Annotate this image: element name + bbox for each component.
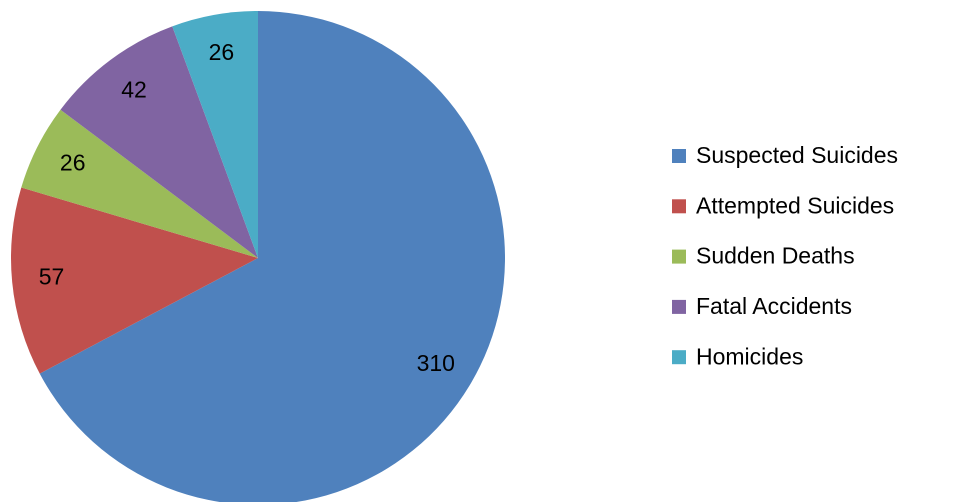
legend-swatch (672, 149, 686, 163)
data-label: 57 (39, 264, 65, 290)
pie-slice (60, 26, 258, 258)
legend-swatch (672, 350, 686, 365)
pie-slice (10, 187, 258, 374)
pie-slice (39, 11, 505, 502)
legend-label: Fatal Accidents (696, 293, 852, 319)
data-label: 310 (417, 350, 455, 376)
legend-label: Suspected Suicides (696, 142, 898, 168)
legend-swatch (672, 299, 686, 314)
legend-label: Homicides (696, 343, 803, 369)
legend-label: Sudden Deaths (696, 243, 855, 269)
legend-swatch (672, 199, 686, 214)
pie-slice (21, 109, 258, 258)
data-label: 26 (60, 150, 86, 176)
legend-label: Attempted Suicides (696, 192, 894, 218)
data-label: 26 (209, 39, 235, 65)
data-label: 42 (121, 77, 147, 103)
pie-slice (172, 11, 258, 258)
legend-swatch (672, 249, 686, 264)
